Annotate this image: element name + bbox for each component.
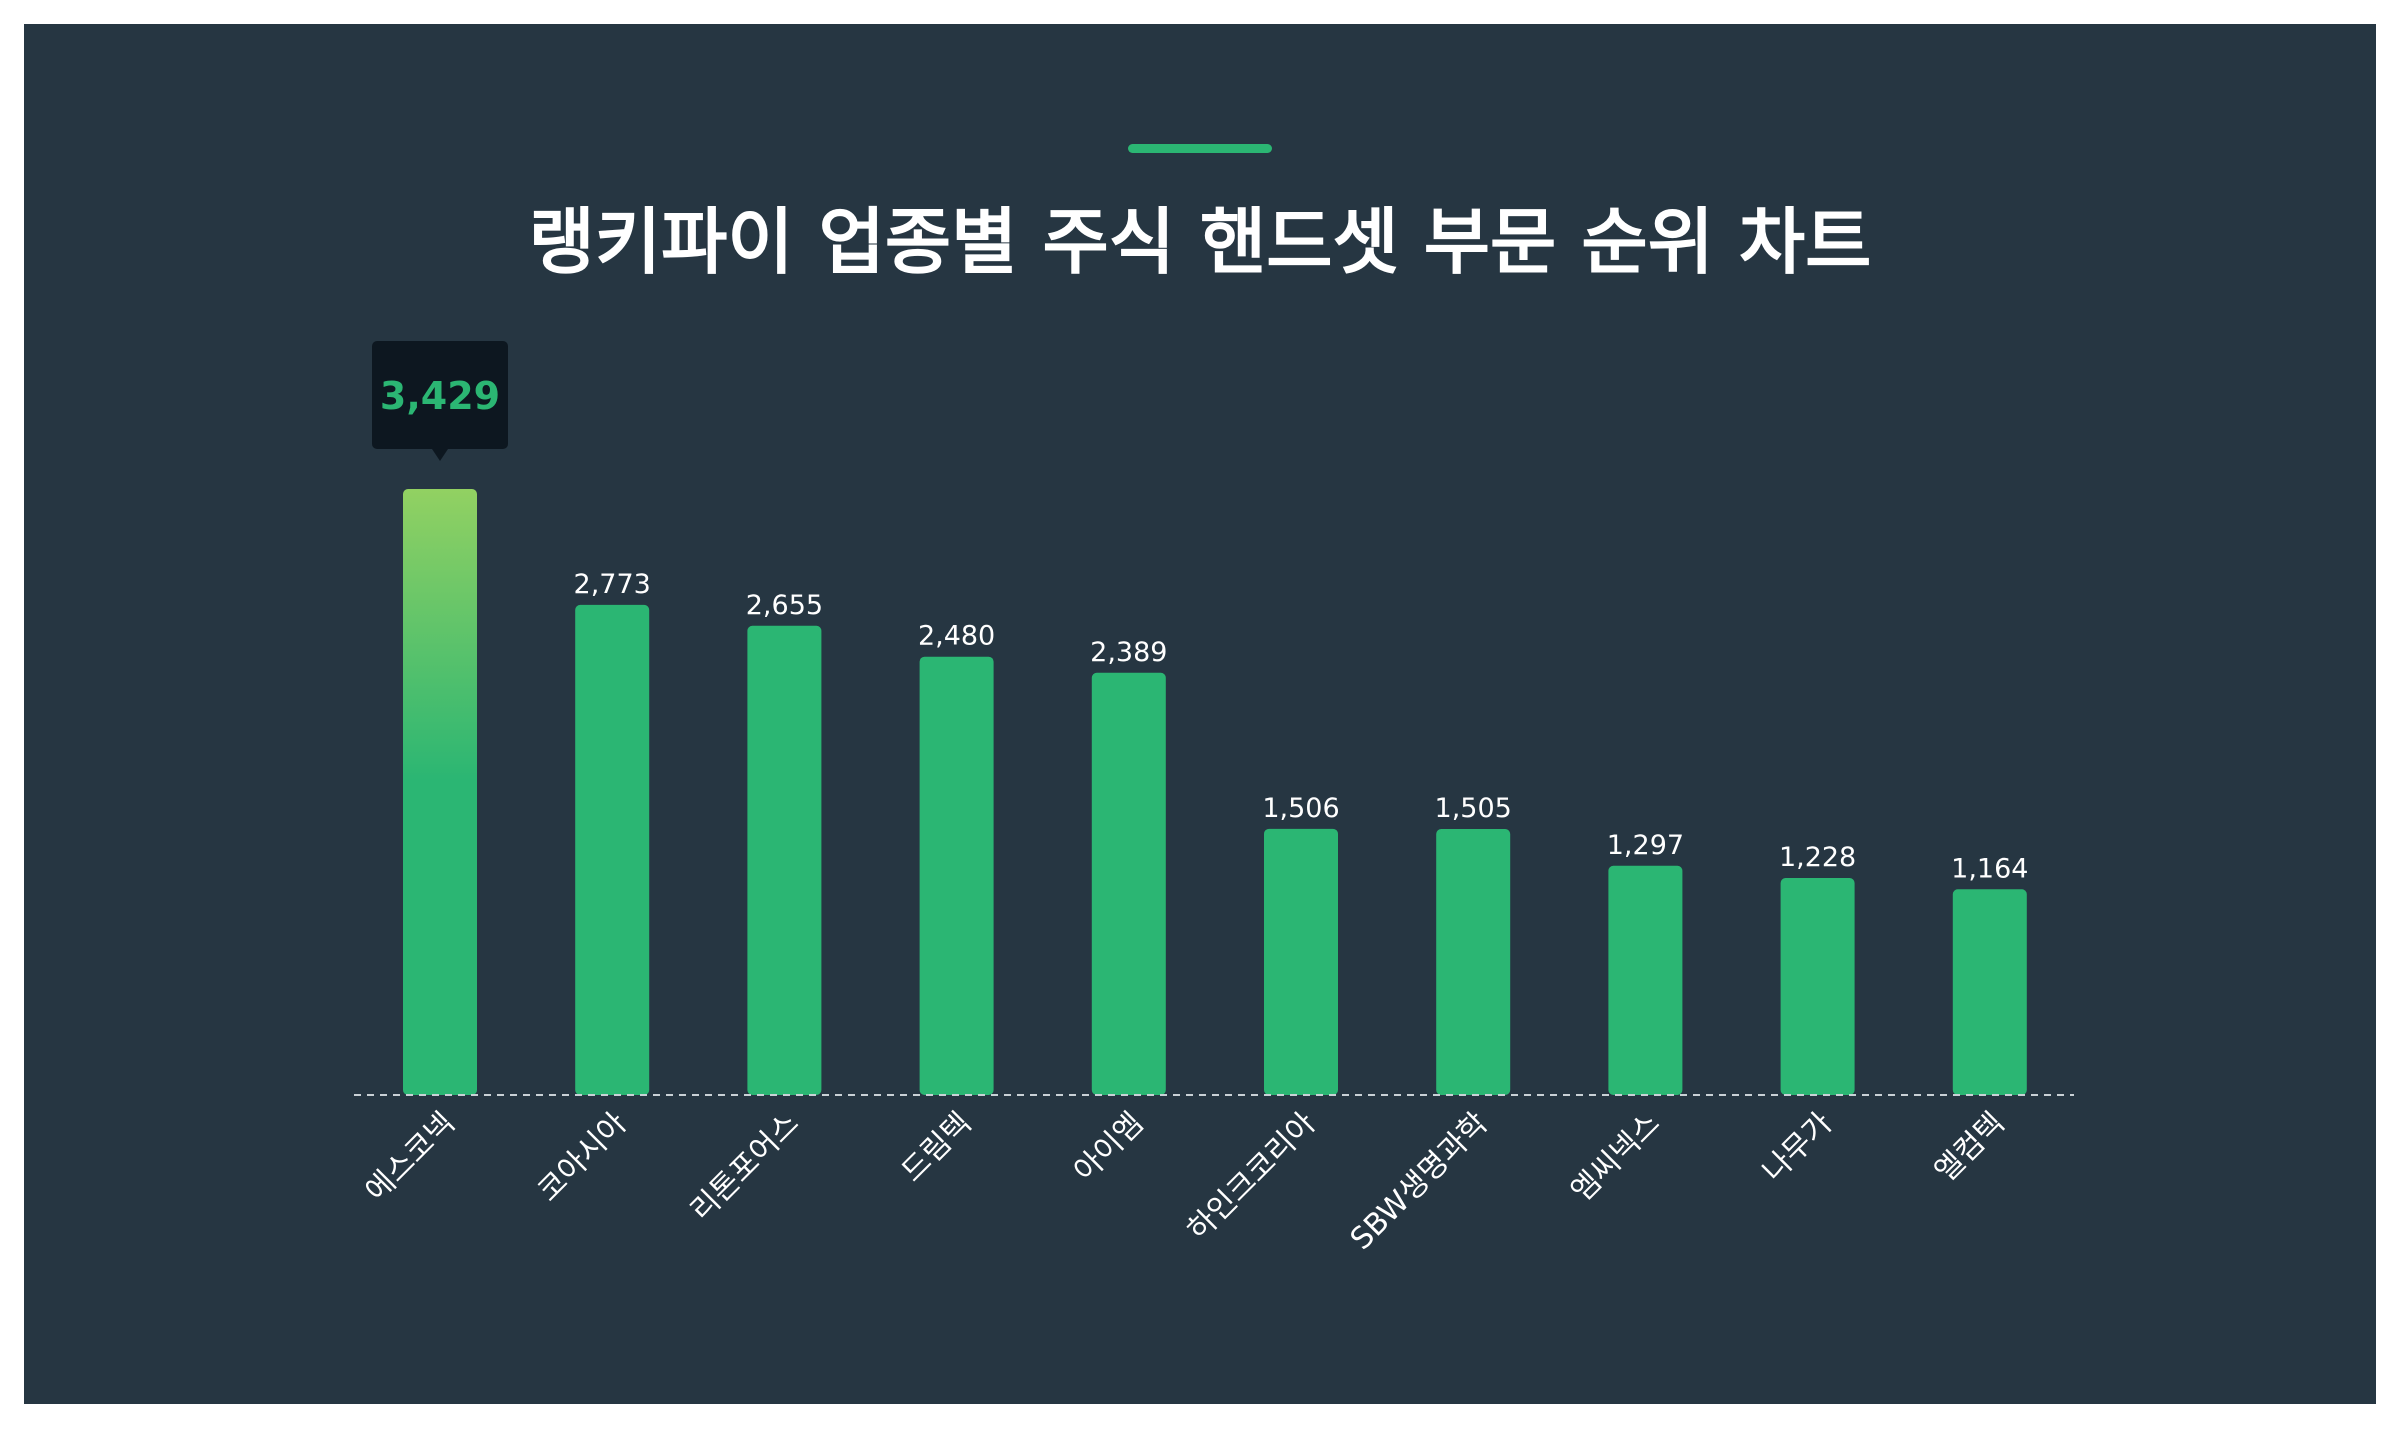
category-label: 코아시아 <box>531 1106 634 1209</box>
category-label: SBW생명과학 <box>1344 1106 1495 1257</box>
bar-3[interactable] <box>747 625 822 1095</box>
chart-card: 랭키파이 업종별 주식 핸드셋 부문 순위 차트 에스코넥 3,429 코아시아 2,… <box>24 24 2376 1404</box>
bar-1[interactable] <box>403 489 477 1095</box>
category-label: 드림텍 <box>895 1106 978 1189</box>
value-label: 1,505 <box>1435 793 1512 824</box>
category-label: 엘컴텍 <box>1928 1106 2011 1189</box>
bar-9[interactable] <box>1780 877 1855 1095</box>
tooltip-pointer <box>432 449 448 461</box>
value-label: 1,297 <box>1607 830 1684 861</box>
category-label: 하인크코리아 <box>1181 1106 1323 1248</box>
category-label: 엠씨넥스 <box>1564 1106 1667 1209</box>
value-label: 1,506 <box>1262 793 1339 824</box>
bar-7[interactable] <box>1436 829 1511 1095</box>
title-accent-line <box>1128 144 1272 153</box>
category-label: 나무가 <box>1756 1106 1839 1189</box>
value-label: 2,773 <box>574 569 651 600</box>
bar-4[interactable] <box>919 656 994 1095</box>
bar-5[interactable] <box>1091 672 1166 1095</box>
category-label: 에스코넥 <box>359 1106 462 1209</box>
chart-title: 랭키파이 업종별 주식 핸드셋 부문 순위 차트 <box>528 200 1872 284</box>
value-tooltip: 3,429 <box>372 341 508 461</box>
value-label: 1,228 <box>1779 842 1856 873</box>
value-label: 1,164 <box>1951 853 2028 884</box>
tooltip-box <box>372 341 508 449</box>
bar-chart: 에스코넥 3,429 코아시아 2,773 리톤포어스 2,655 드림텍 2,480 아이엠 2… <box>354 341 2074 1257</box>
value-label: 2,655 <box>746 590 823 621</box>
value-label: 2,389 <box>1090 637 1167 668</box>
bar-2[interactable] <box>575 604 650 1095</box>
value-label: 2,480 <box>918 621 995 652</box>
bars-layer <box>403 489 2027 1095</box>
bar-6[interactable] <box>1264 828 1338 1095</box>
category-label: 아이엠 <box>1067 1106 1150 1189</box>
bar-10[interactable] <box>1952 889 2027 1095</box>
category-label: 리톤포어스 <box>684 1106 806 1228</box>
bar-8[interactable] <box>1608 865 1683 1095</box>
tooltip-value-label: 3,429 <box>380 374 500 418</box>
